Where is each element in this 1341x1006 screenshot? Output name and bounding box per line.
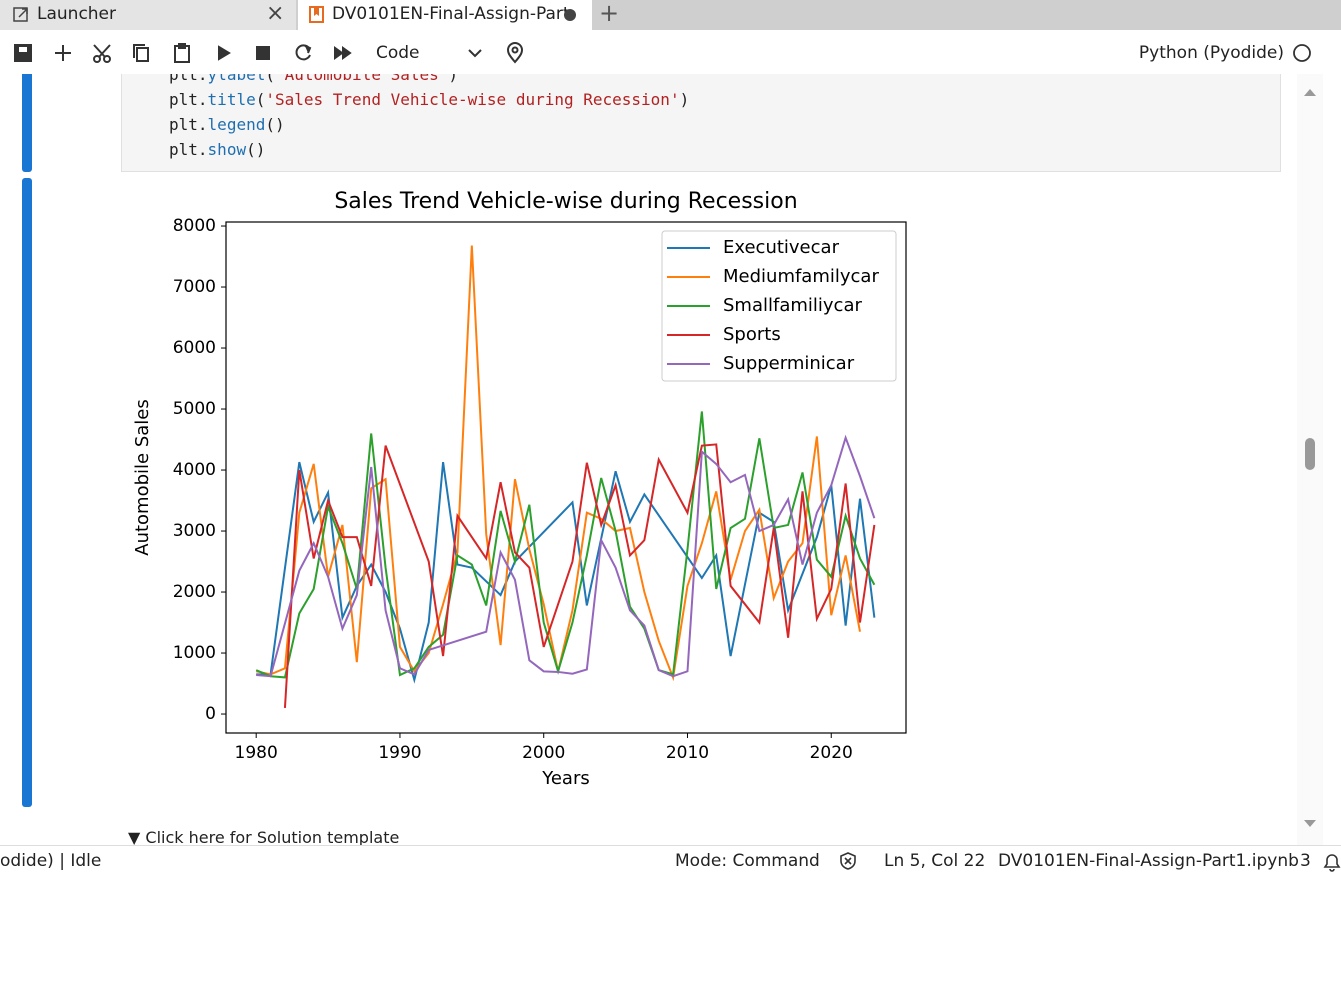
code-line: plt.title('Sales Trend Vehicle-wise duri… [169,87,689,112]
chart: Sales Trend Vehicle-wise during Recessio… [132,189,907,789]
scroll-thumb[interactable] [1305,438,1315,470]
code-token: . [197,90,208,109]
code-token: show [207,140,247,159]
trust-icon[interactable] [838,851,858,871]
code-token: () [265,115,285,134]
unsaved-dot [564,9,576,21]
code-token: ylabel [207,74,266,84]
code-token: legend [207,115,266,134]
code-token: plt [169,74,198,84]
active-tab[interactable] [298,0,592,30]
code-token: . [197,74,208,84]
new-tab[interactable]: + [599,0,620,27]
chart-title: Sales Trend Vehicle-wise during Recessio… [334,189,797,214]
x-tick-label: 1980 [235,743,278,763]
y-tick-label: 6000 [173,338,216,358]
code-token: title [207,90,256,109]
code-line: plt.ylabel('Automobile Sales') [169,74,689,87]
code-cell[interactable] [121,74,1281,172]
x-tick-label: 2000 [522,743,565,763]
kernel-status [1293,44,1311,62]
cell-type[interactable]: Code [376,43,420,63]
bell-icon[interactable] [1321,851,1341,873]
series-line [255,411,876,679]
legend-label: Smallfamiliycar [723,295,862,316]
code-line: plt.legend() [169,112,689,137]
code-token: ( [255,90,266,109]
x-tick-label: 1990 [378,743,421,763]
tab-label: DV0101EN-Final-Assign-Part [332,4,570,24]
y-tick-label: 7000 [173,277,216,297]
code-block: plt.ylabel('Automobile Sales') plt.title(… [169,74,689,162]
y-tick-label: 8000 [173,216,216,236]
mode: Mode: Command [675,851,820,871]
y-tick-label: 0 [205,704,216,724]
legend-label: Sports [723,324,781,345]
legend-label: Supperminicar [723,353,855,374]
toolbar: Code Python (Pyodide) [0,30,1341,75]
tab[interactable] [0,0,296,30]
page: Launcher × DV0101EN-Final-Assign-Part + … [0,0,1341,877]
code-token: . [197,115,208,134]
code-token: ) [679,90,690,109]
code-line: plt.show() [169,137,689,162]
y-tick-label: 4000 [173,460,216,480]
kernel-name[interactable]: Python (Pyodide) [1138,43,1284,63]
plot-frame [225,221,907,734]
y-axis-label: Automobile Sales [132,399,153,555]
cursor-position: Ln 5, Col 22 [884,851,986,871]
launcher-icon [13,7,28,22]
y-tick-label: 5000 [173,399,216,419]
legend-label: Executivecar [723,237,840,258]
x-tick-label: 2010 [666,743,709,763]
cell-marker [22,74,32,172]
cell-marker [22,178,32,807]
y-tick-label: 3000 [173,521,216,541]
code-token: 'Sales Trend Vehicle-wise during Recessi… [265,90,680,109]
solution-toggle[interactable]: ▼ Click here for Solution template [128,828,400,845]
tab-bar: Launcher × DV0101EN-Final-Assign-Part + [0,0,1341,30]
code-token: plt [169,90,198,109]
status-bar: odide) | Idle Mode: Command Ln 5, Col 22… [0,845,1341,877]
code-token: ( [265,74,275,84]
code-token: plt [169,140,198,159]
y-tick-label: 1000 [173,643,216,663]
notification-count: 3 [1300,851,1311,871]
code-token: . [197,140,208,159]
file-name: DV0101EN-Final-Assign-Part1.ipynb [998,851,1299,871]
series-line [256,434,876,678]
y-tick-label: 2000 [173,582,216,602]
series-line [283,443,876,708]
tab-label: Launcher [37,4,117,24]
notebook: plt.ylabel('Automobile Sales') plt.title(… [0,74,1341,845]
notebook-icon [309,6,324,23]
code-token: ) [448,74,459,84]
tab-close[interactable]: × [266,1,285,26]
x-tick-label: 2020 [810,743,853,763]
code-token: 'Automobile Sales' [274,74,449,84]
legend-label: Mediumfamilycar [723,266,879,287]
legend-box [661,230,897,382]
code-token: () [246,140,266,159]
scroll-down[interactable] [1300,814,1320,834]
toolbar-icons [14,42,524,64]
code-token: plt [169,115,198,134]
x-axis-label: Years [541,768,590,789]
kernel-state: odide) | Idle [0,851,102,871]
scroll-up[interactable] [1300,82,1320,102]
